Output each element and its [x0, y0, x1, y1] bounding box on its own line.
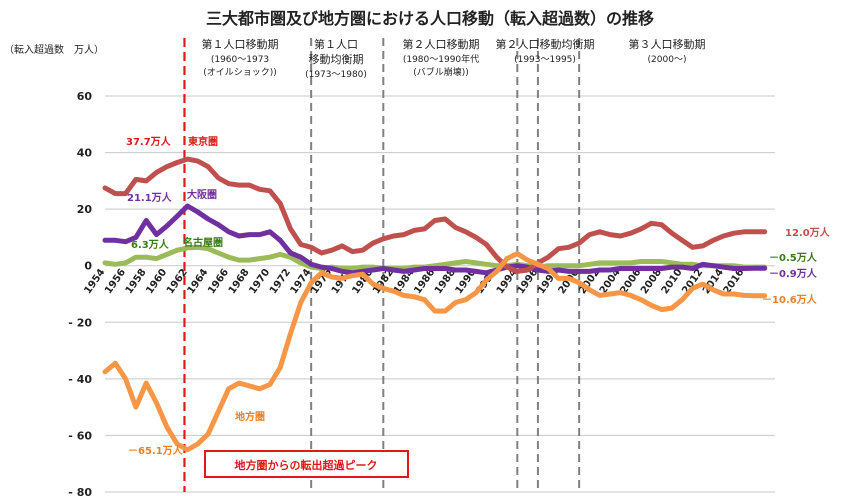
- y-tick--40: - 40: [68, 373, 92, 386]
- x-tick-1970: 1970: [247, 267, 272, 296]
- x-tick-2010: 2010: [660, 267, 685, 296]
- gridlines: [105, 95, 775, 493]
- period-1-name: 第１人口移動期: [202, 37, 279, 51]
- tokyo-end-label: 12.0万人: [785, 226, 831, 239]
- x-tick-2012: 2012: [680, 267, 705, 296]
- y-axis-label: （転入超過数 万人）: [4, 43, 104, 56]
- y-tick--20: - 20: [68, 316, 92, 329]
- tokyo-peak-label: 37.7万人: [126, 135, 172, 148]
- period-3-sub2: (バブル崩壊)): [413, 66, 469, 78]
- series-line-1: [102, 203, 768, 276]
- nagoya-peak-label: 6.3万人: [131, 238, 170, 251]
- series-lines: [102, 156, 768, 453]
- x-tick-1972: 1972: [268, 267, 293, 296]
- period-4-name: 第２人口移動均衡期: [496, 37, 595, 51]
- period-5-name: 第３人口移動期: [629, 37, 706, 51]
- x-tick-1968: 1968: [227, 267, 252, 296]
- nagoya-series-label: 名古屋圏: [183, 236, 223, 249]
- period-3-name: 第２人口移動期: [403, 37, 480, 51]
- osaka-peak-label: 21.1万人: [127, 191, 173, 204]
- series-line-3: [102, 251, 768, 453]
- x-tick-1964: 1964: [186, 267, 211, 296]
- period-3-sub1: (1980～1990年代: [403, 53, 479, 65]
- x-tick-1956: 1956: [103, 267, 128, 296]
- peak-callout: 地方圏からの転出超過ピーク: [204, 450, 409, 478]
- period-headers: 第１人口移動期 (1960～1973 (オイルショック)) 第１人口 移動均衡期…: [202, 37, 706, 80]
- period-1-sub2: (オイルショック)): [203, 67, 277, 78]
- series-line-2: [102, 244, 768, 271]
- peak-callout-text: 地方圏からの転出超過ピーク: [235, 458, 378, 472]
- y-tick-40: 40: [77, 147, 93, 160]
- osaka-series-label: 大阪圏: [187, 188, 217, 201]
- y-tick-0: 0: [84, 260, 92, 273]
- x-tick-1958: 1958: [124, 267, 149, 296]
- y-tick--80: - 80: [68, 486, 92, 496]
- x-tick-1962: 1962: [165, 267, 190, 296]
- annotations: 37.7万人 東京圏 21.1万人 大阪圏 6.3万人 名古屋圏 地方圏 －65…: [126, 135, 831, 457]
- chart-title: 三大都市圏及び地方圏における人口移動（転入超過数）の推移: [206, 9, 654, 28]
- period-4-sub1: (1993～1995): [514, 55, 576, 65]
- period-2-name2: 移動均衡期: [309, 52, 364, 66]
- x-tick-1960: 1960: [144, 267, 169, 296]
- y-tick-60: 60: [77, 90, 93, 103]
- x-tick-1966: 1966: [206, 267, 231, 296]
- chiho-series-label: 地方圏: [235, 410, 265, 423]
- y-tick-20: 20: [77, 203, 93, 216]
- x-tick-2008: 2008: [639, 267, 664, 296]
- y-axis-ticks: 60 40 20 0 - 20 - 40 - 60 - 80: [68, 90, 92, 496]
- period-5-sub1: (2000～): [648, 55, 687, 65]
- tokyo-series-label: 東京圏: [188, 135, 218, 148]
- period-2-sub1: (1973～1980): [305, 70, 367, 80]
- series-line-0: [102, 156, 768, 274]
- period-2-name: 第１人口: [314, 37, 358, 51]
- y-tick--60: - 60: [68, 429, 92, 442]
- period-1-sub1: (1960～1973: [211, 55, 269, 65]
- peak-callout-box: [204, 450, 409, 478]
- osaka-end-label: －0.9万人: [769, 267, 818, 280]
- nagoya-end-label: －0.5万人: [769, 251, 818, 264]
- chiho-end-label: －10.6万人: [762, 293, 818, 306]
- chiho-peak-label: －65.1万人: [128, 444, 184, 457]
